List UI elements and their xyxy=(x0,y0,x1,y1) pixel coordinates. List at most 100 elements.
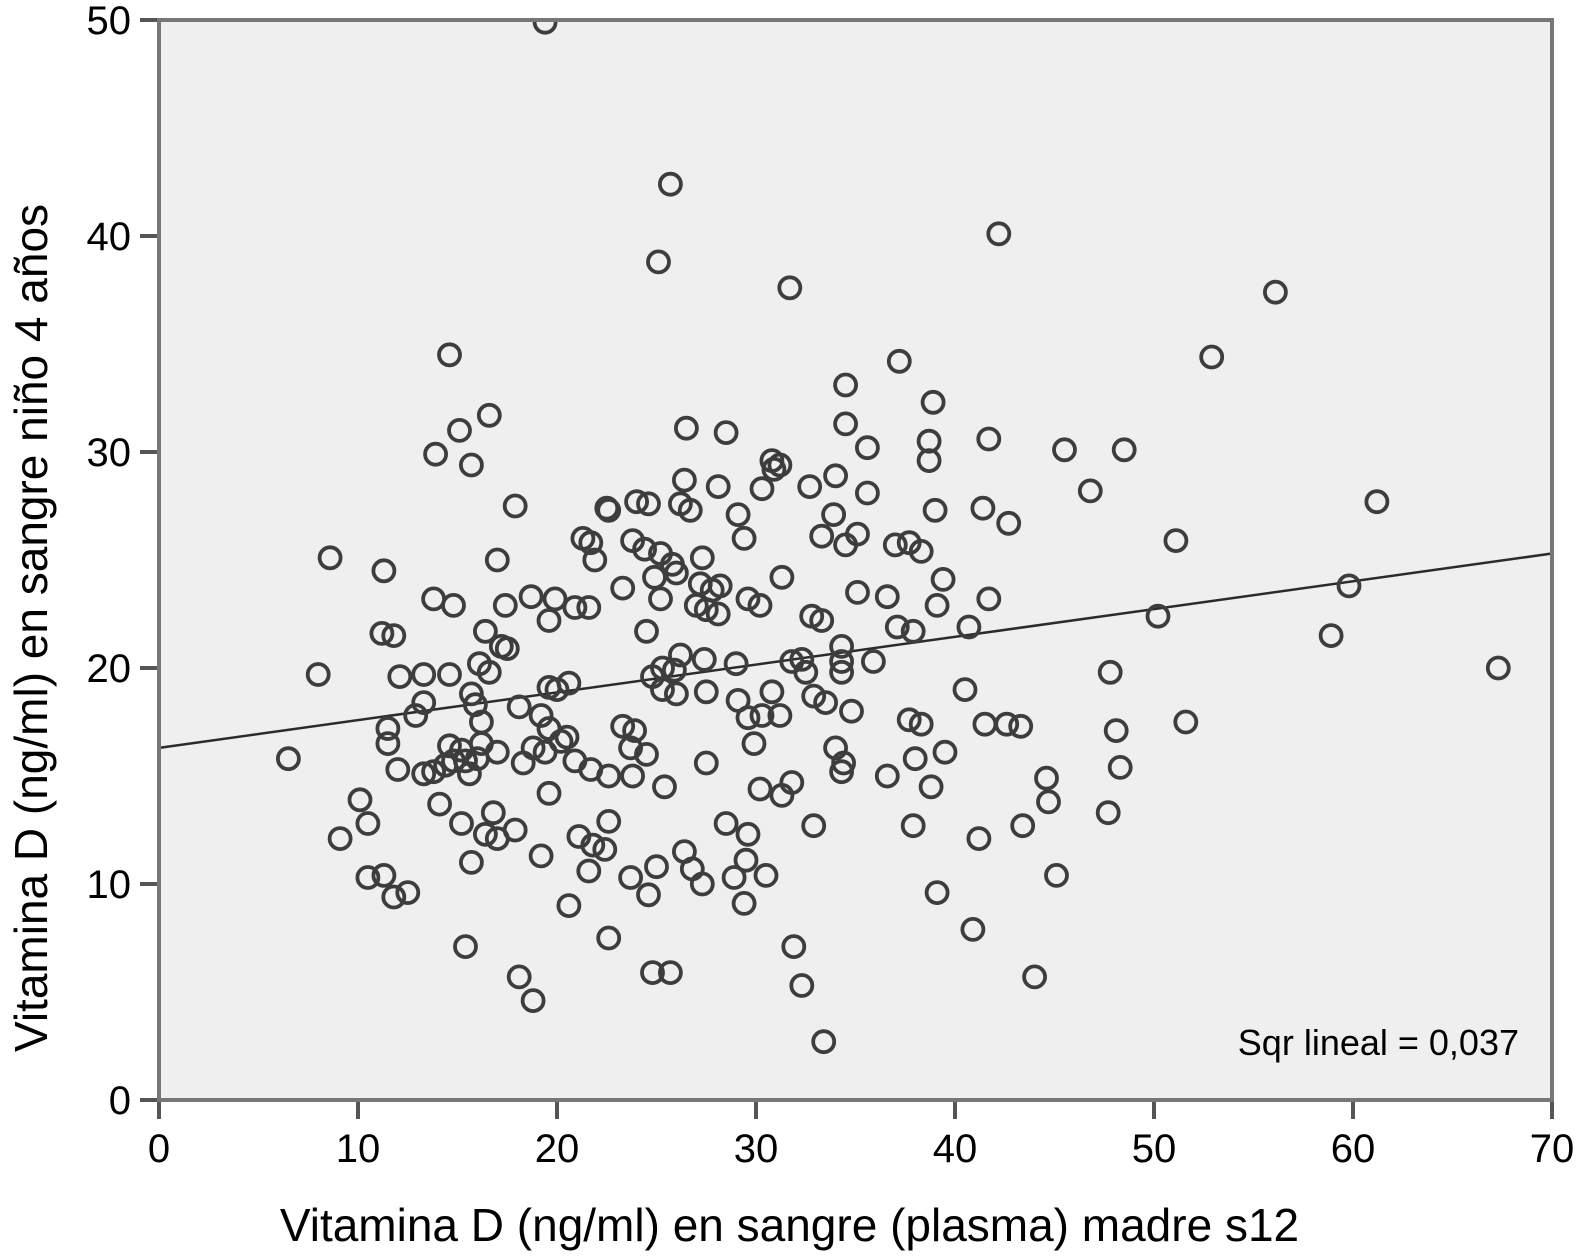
data-point xyxy=(725,502,751,527)
data-point xyxy=(369,621,395,646)
data-point xyxy=(874,763,900,789)
data-point xyxy=(421,759,447,785)
data-point xyxy=(994,711,1020,737)
data-point xyxy=(1364,489,1390,515)
data-point xyxy=(618,865,643,890)
data-point xyxy=(502,493,528,519)
data-point xyxy=(1173,709,1199,735)
data-point xyxy=(610,575,636,601)
data-point xyxy=(1199,344,1225,370)
data-point xyxy=(634,618,659,644)
data-point xyxy=(801,813,827,839)
data-point xyxy=(423,441,449,467)
data-point xyxy=(922,497,948,523)
data-point xyxy=(811,1029,837,1055)
data-point xyxy=(1095,800,1121,826)
data-point xyxy=(317,545,343,571)
data-point xyxy=(580,832,606,858)
data-point xyxy=(731,526,757,551)
data-point xyxy=(646,249,671,275)
data-point xyxy=(1336,573,1362,599)
data-point xyxy=(916,448,942,474)
data-point xyxy=(759,679,785,705)
data-point xyxy=(484,826,510,851)
data-point xyxy=(845,580,870,605)
data-point xyxy=(721,865,747,890)
data-point xyxy=(532,739,558,765)
data-point xyxy=(731,891,757,916)
data-point xyxy=(636,491,661,517)
y-tick-label: 30 xyxy=(87,431,132,475)
data-point xyxy=(1111,437,1137,463)
data-point xyxy=(839,698,864,724)
data-point xyxy=(618,735,643,761)
data-point xyxy=(747,593,773,618)
data-point xyxy=(592,837,618,862)
data-point xyxy=(908,539,934,564)
data-point xyxy=(829,759,854,785)
data-point xyxy=(733,847,759,873)
data-point xyxy=(793,659,819,685)
data-point xyxy=(640,960,665,985)
data-point xyxy=(1163,528,1189,553)
data-point xyxy=(896,707,922,733)
data-point xyxy=(735,586,761,612)
data-point xyxy=(753,863,779,888)
data-point xyxy=(484,547,510,573)
data-point xyxy=(387,664,413,689)
data-point xyxy=(528,843,554,869)
data-point xyxy=(833,532,858,558)
data-point xyxy=(449,811,474,836)
data-point xyxy=(652,774,677,800)
data-point xyxy=(596,497,622,523)
data-point xyxy=(596,809,622,834)
data-point xyxy=(976,586,1002,612)
data-point xyxy=(713,811,739,836)
data-point xyxy=(1318,623,1344,648)
data-point xyxy=(395,880,421,905)
data-point xyxy=(596,925,622,951)
data-point xyxy=(930,567,956,592)
data-point xyxy=(705,601,731,627)
data-point xyxy=(610,713,636,739)
y-tick-label: 50 xyxy=(87,0,132,43)
data-point xyxy=(966,826,992,851)
data-point xyxy=(658,960,683,985)
data-point xyxy=(1036,789,1061,815)
y-tick-label: 40 xyxy=(87,215,132,259)
data-point xyxy=(506,694,532,720)
data-point xyxy=(456,761,482,787)
data-point xyxy=(355,811,381,836)
data-point xyxy=(1022,964,1047,990)
plot-border xyxy=(157,18,1554,1102)
data-point xyxy=(453,934,478,959)
data-point xyxy=(650,677,675,702)
x-tick-label: 50 xyxy=(1132,1127,1177,1171)
x-tick-label: 70 xyxy=(1530,1127,1575,1171)
data-point xyxy=(956,614,982,640)
data-point xyxy=(789,647,815,672)
data-point xyxy=(518,584,544,610)
y-axis-title: Vitamina D (ng/ml) en sangre niño 4 años xyxy=(4,204,58,1052)
data-point xyxy=(506,964,532,990)
data-point xyxy=(411,761,437,787)
data-point xyxy=(886,348,912,374)
plot-area xyxy=(159,20,1552,1100)
data-point xyxy=(767,703,793,728)
data-point xyxy=(693,750,719,776)
x-tick-label: 0 xyxy=(148,1127,170,1171)
data-point xyxy=(769,783,795,808)
data-point xyxy=(658,171,683,197)
data-point xyxy=(458,681,484,707)
data-point xyxy=(510,750,536,776)
data-point xyxy=(441,593,466,618)
data-point xyxy=(960,917,986,942)
data-point xyxy=(900,618,926,644)
data-point xyxy=(693,597,719,623)
data-point xyxy=(813,690,838,715)
data-point xyxy=(433,752,459,778)
data-point xyxy=(689,545,715,571)
data-point xyxy=(1263,279,1288,305)
